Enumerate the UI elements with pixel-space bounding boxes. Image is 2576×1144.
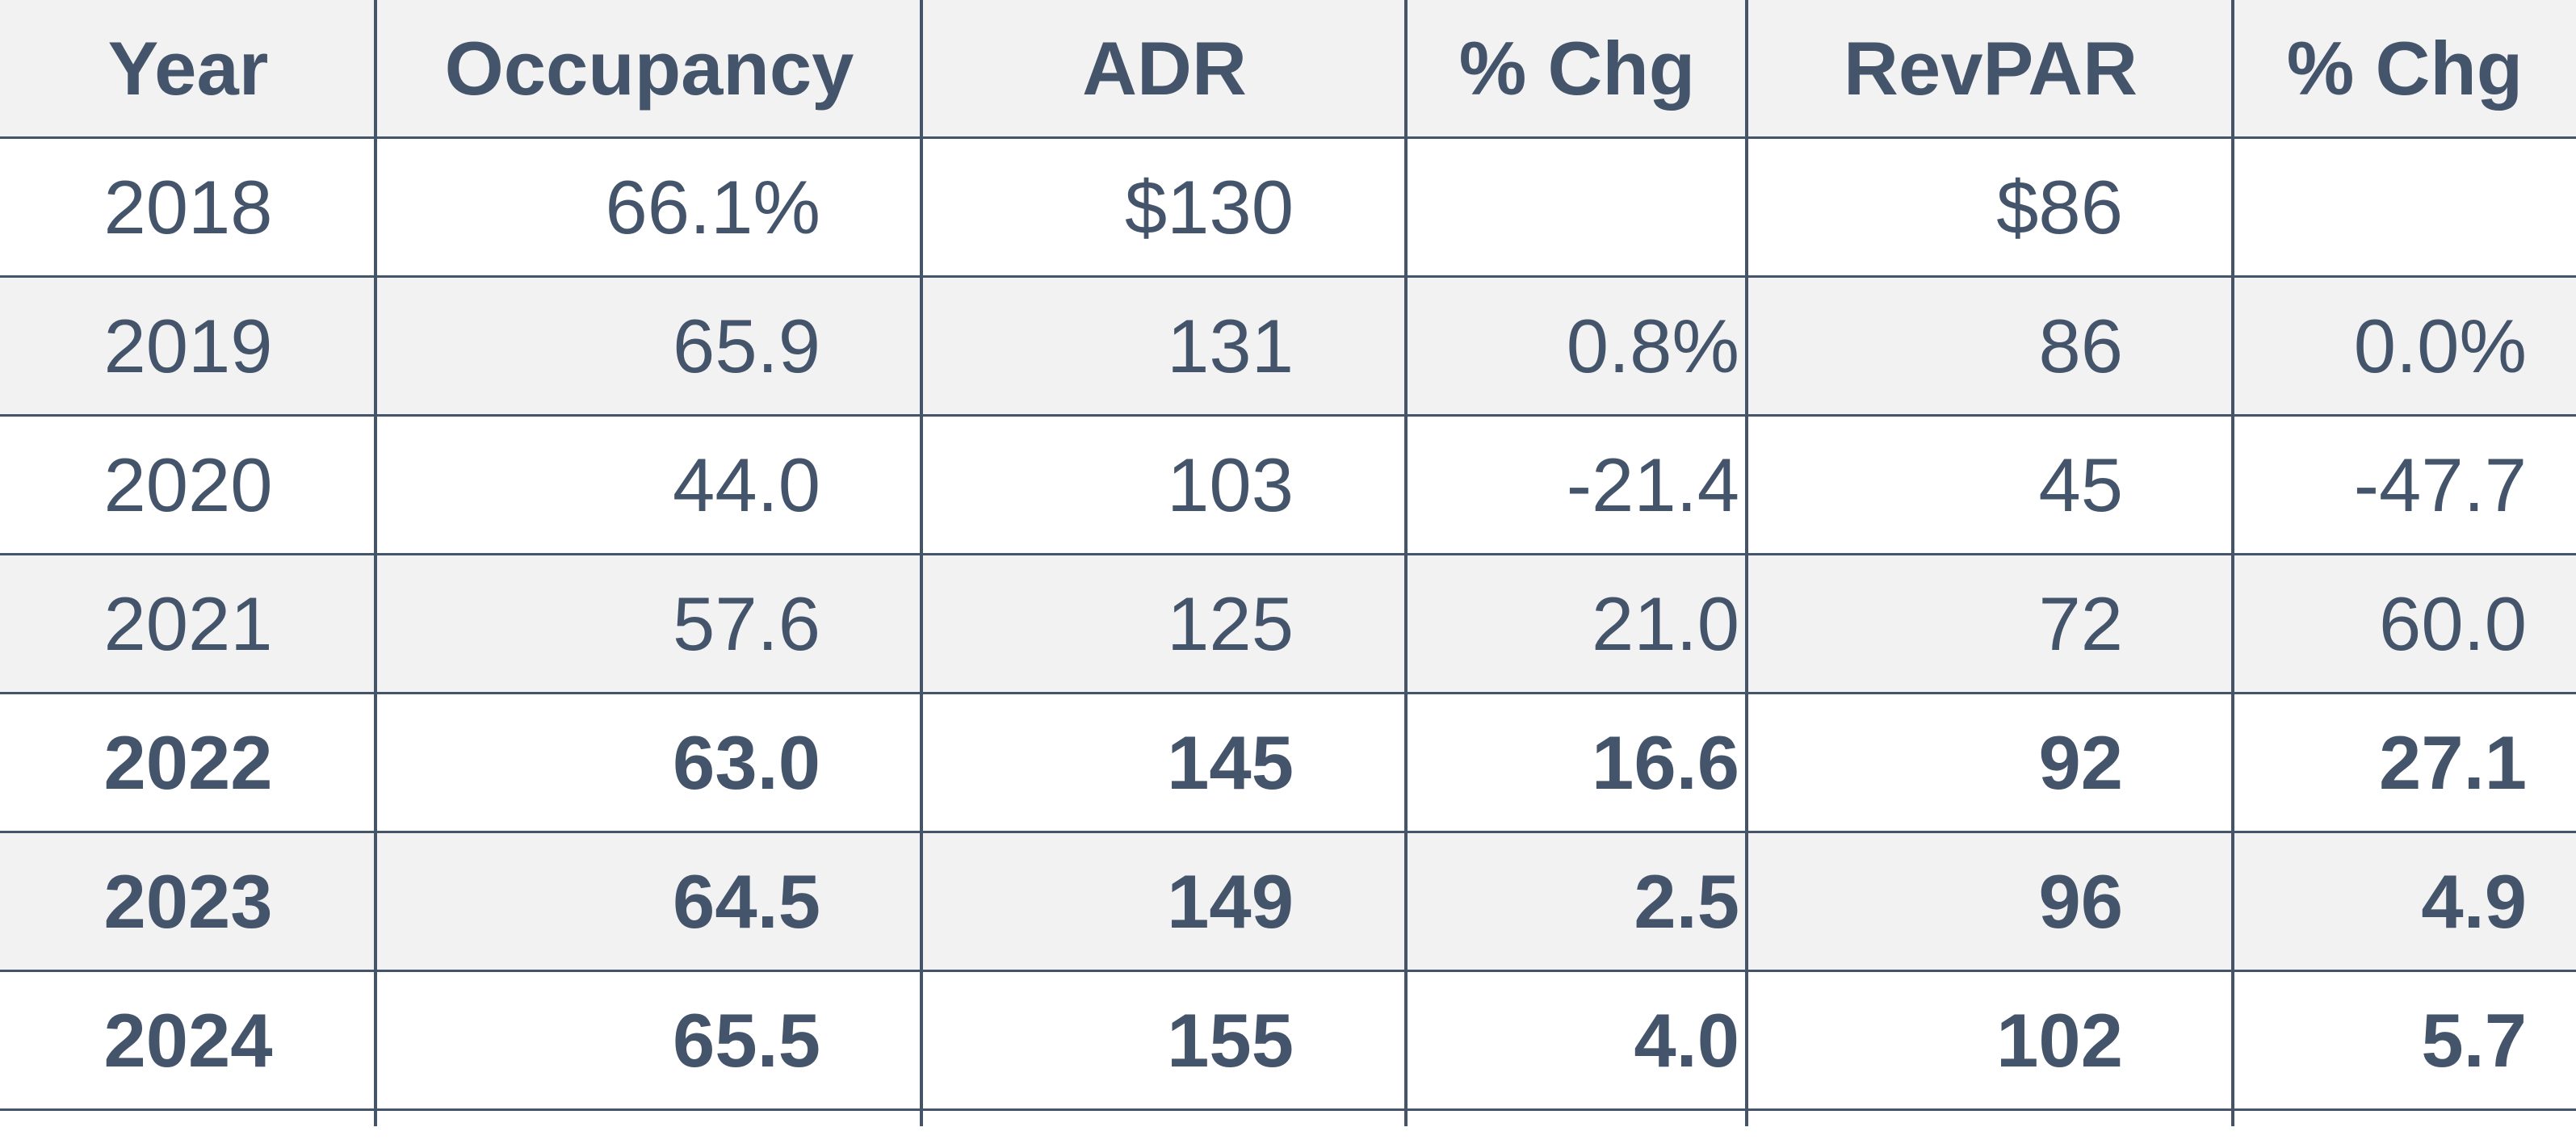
column-divider	[2231, 0, 2234, 1126]
cell-adr: 149	[1167, 858, 1294, 944]
cell-revpar-chg: 60.0	[2379, 580, 2527, 666]
column-divider	[920, 0, 923, 1126]
table-row: 2023 64.5 149 2.5 96 4.9	[0, 833, 2576, 972]
cell-year: 2021	[103, 580, 273, 666]
cell-occupancy: 44.0	[673, 442, 820, 527]
cell-revpar: $86	[1996, 164, 2123, 249]
cell-adr-chg: 0.8%	[1566, 303, 1739, 388]
cell-occupancy: 65.9	[673, 303, 820, 388]
table-row: 2020 44.0 103 -21.4 45 -47.7	[0, 417, 2576, 555]
cell-revpar-chg: 27.1	[2379, 719, 2527, 805]
column-divider	[1745, 0, 1748, 1126]
cell-year: 2020	[103, 442, 273, 527]
col-header-revpar-chg: % Chg	[2286, 25, 2524, 111]
cell-occupancy: 57.6	[673, 580, 820, 666]
cell-year: 2022	[103, 719, 273, 805]
cell-year: 2018	[103, 164, 273, 249]
cell-adr: 131	[1167, 303, 1294, 388]
cell-revpar-chg: 5.7	[2421, 997, 2527, 1083]
cell-adr-chg	[1407, 139, 1739, 275]
cell-revpar-chg: 0.0%	[2353, 303, 2527, 388]
cell-occupancy: 66.1%	[605, 164, 820, 249]
table-row: 2021 57.6 125 21.0 72 60.0	[0, 555, 2576, 694]
cell-revpar-chg: -47.7	[2353, 442, 2527, 527]
col-header-occupancy: Occupancy	[444, 25, 854, 111]
table-header-row: Year Occupancy ADR % Chg RevPAR % Chg	[0, 0, 2576, 139]
col-header-year: Year	[107, 25, 269, 111]
cell-adr-chg: 2.5	[1634, 858, 1739, 944]
cell-revpar: 45	[2038, 442, 2123, 527]
col-header-revpar: RevPAR	[1844, 25, 2138, 111]
cell-revpar-chg: 4.9	[2421, 858, 2527, 944]
col-header-adr-chg: % Chg	[1458, 25, 1696, 111]
cell-adr: $130	[1124, 164, 1294, 249]
cell-adr: 125	[1167, 580, 1294, 666]
cell-adr-chg: 4.0	[1634, 997, 1739, 1083]
cell-year: 2019	[103, 303, 273, 388]
cell-revpar: 92	[2038, 719, 2123, 805]
table-row: 2019 65.9 131 0.8% 86 0.0%	[0, 278, 2576, 417]
cell-adr: 155	[1167, 997, 1294, 1083]
cell-adr-chg: -21.4	[1566, 442, 1739, 527]
cell-revpar-chg	[2234, 139, 2527, 275]
cell-adr: 145	[1167, 719, 1294, 805]
cell-year: 2023	[103, 858, 273, 944]
cell-revpar: 86	[2038, 303, 2123, 388]
column-divider	[1404, 0, 1408, 1126]
cell-revpar: 96	[2038, 858, 2123, 944]
column-divider	[374, 0, 377, 1126]
col-header-adr: ADR	[1082, 25, 1247, 111]
cell-adr: 103	[1167, 442, 1294, 527]
cell-adr-chg: 21.0	[1592, 580, 1739, 666]
cell-occupancy: 63.0	[673, 719, 820, 805]
cell-revpar: 102	[1996, 997, 2123, 1083]
table-row: 2022 63.0 145 16.6 92 27.1	[0, 694, 2576, 833]
table-row: 2018 66.1% $130 $86	[0, 139, 2576, 278]
cell-occupancy: 65.5	[673, 997, 820, 1083]
cell-revpar: 72	[2038, 580, 2123, 666]
table-row: 2024 65.5 155 4.0 102 5.7	[0, 972, 2576, 1111]
cell-adr-chg: 16.6	[1592, 719, 1739, 805]
cell-year: 2024	[103, 997, 273, 1083]
cell-occupancy: 64.5	[673, 858, 820, 944]
